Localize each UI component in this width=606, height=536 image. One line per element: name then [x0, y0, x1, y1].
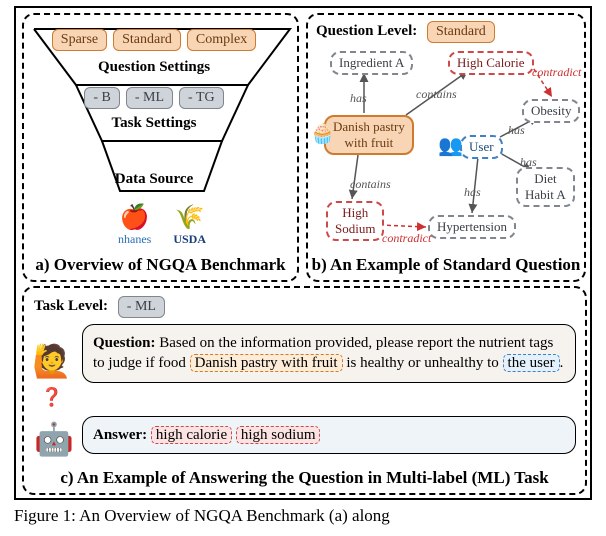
pastry-emoji: 🧁: [310, 121, 335, 146]
usda-text: USDA: [173, 232, 206, 247]
task-settings-label: Task Settings: [24, 115, 284, 132]
question-mark-icon: ❓: [41, 387, 63, 407]
usda-icon: 🌾: [175, 206, 205, 230]
edge-label-3: has: [508, 123, 525, 138]
node-hcal: High Calorie: [448, 51, 534, 75]
question-p2: is healthy or unhealthy to: [343, 355, 503, 371]
tag-user: the user: [503, 354, 560, 372]
pill-complex: Complex: [187, 29, 256, 51]
avatar-user: 🙋 ❓: [30, 342, 74, 417]
panel-c-label: Task Level: - ML: [34, 296, 165, 318]
logos-row: 🍎 nhanes 🌾 USDA: [64, 197, 260, 255]
panel-a-title: a) Overview of NGQA Benchmark: [24, 255, 297, 275]
task-level-label: Task Level:: [34, 298, 108, 314]
node-hyper: Hypertension: [428, 215, 516, 239]
question-bubble: Question: Based on the information provi…: [82, 324, 576, 383]
edge-label-5: has: [464, 185, 481, 200]
tag-high-calorie: high calorie: [151, 426, 232, 444]
edge-label-6: contains: [350, 177, 391, 192]
nhanes-icon: 🍎: [120, 206, 150, 230]
figure-frame: Sparse Standard Complex Question Setting…: [14, 6, 592, 500]
node-ingA: Ingredient A: [330, 51, 413, 75]
question-level-label: Question Level:: [316, 23, 417, 39]
panel-a: Sparse Standard Complex Question Setting…: [22, 13, 299, 282]
pill-tg: - TG: [179, 87, 224, 109]
question-settings-row: Sparse Standard Complex: [24, 29, 284, 51]
tag-food: Danish pastry with fruit: [190, 354, 343, 372]
pill-b: - B: [84, 87, 120, 109]
question-settings-label: Question Settings: [24, 59, 284, 76]
panel-c-title: c) An Example of Answering the Question …: [24, 468, 585, 488]
edge-label-1: contains: [416, 87, 457, 102]
task-settings-row: - B - ML - TG: [24, 87, 284, 109]
tag-high-sodium: high sodium: [236, 426, 321, 444]
pill-sparse: Sparse: [52, 29, 107, 51]
nhanes-logo: 🍎 nhanes: [118, 206, 151, 247]
avatar-user-emoji: 🙋: [32, 343, 72, 379]
panel-b-title: b) An Example of Standard Question: [308, 255, 584, 275]
avatar-bot: 🤖: [32, 420, 76, 458]
edge-label-0: has: [350, 91, 367, 106]
edge-label-7: contradict: [382, 231, 431, 246]
edge-label-4: has: [520, 155, 537, 170]
user-emoji: 👥: [438, 133, 463, 158]
panel-c: Task Level: - ML 🙋 ❓ Question: Based on …: [22, 286, 587, 495]
figure-caption: Figure 1: An Overview of NGQA Benchmark …: [14, 506, 592, 526]
usda-logo: 🌾 USDA: [173, 206, 206, 247]
answer-bubble: Answer: high calorie high sodium: [82, 416, 576, 454]
pill-standard-b: Standard: [427, 21, 495, 43]
node-obes: Obesity: [522, 99, 580, 123]
node-pastry: Danish pastrywith fruit: [324, 115, 414, 155]
pill-ml: - ML: [126, 87, 173, 109]
data-source-label: Data Source: [24, 171, 284, 188]
edge-label-2: contradict: [532, 65, 581, 80]
node-user: User: [460, 135, 503, 159]
pill-standard: Standard: [113, 29, 181, 51]
node-hsod: HighSodium: [326, 201, 384, 241]
panel-b-label: Question Level: Standard: [316, 21, 495, 43]
panel-b: Question Level: Standard Ingredient A Hig…: [306, 13, 586, 282]
nhanes-text: nhanes: [118, 232, 151, 247]
pill-ml-c: - ML: [118, 296, 165, 318]
node-diet: DietHabit A: [516, 167, 575, 207]
answer-prefix: Answer:: [93, 427, 151, 443]
question-end: .: [560, 355, 564, 371]
question-prefix: Question:: [93, 335, 159, 351]
